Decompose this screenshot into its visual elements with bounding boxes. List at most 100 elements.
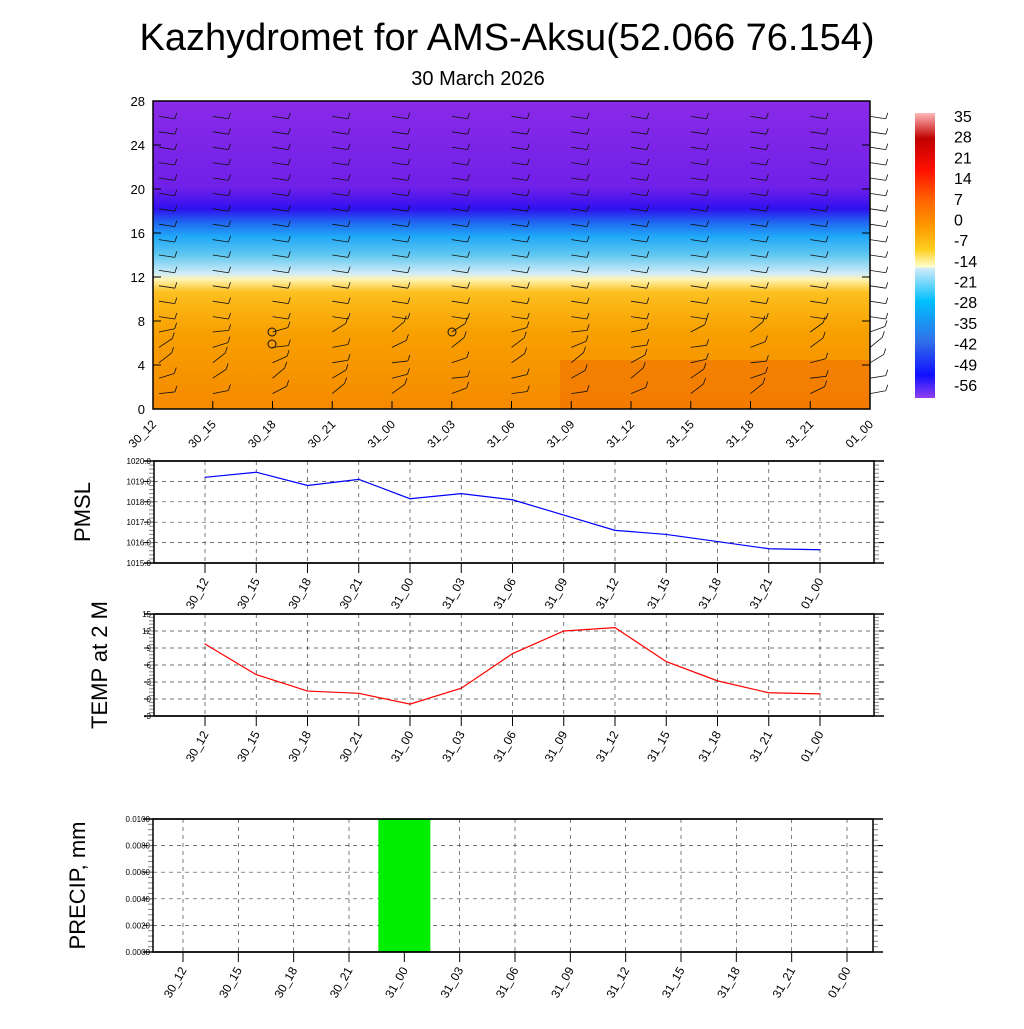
wind-barb [630, 162, 647, 166]
data-point [716, 680, 719, 682]
wind-barb [690, 146, 707, 150]
wind-barb [212, 316, 229, 320]
wind-barb-flag [347, 338, 351, 345]
wind-barb [158, 208, 175, 212]
y-tick-label: 0.0100 [126, 815, 151, 824]
x-tick-label: 31_06 [484, 417, 518, 451]
wind-barb-flag [407, 220, 411, 227]
x-tick-label: 31_21 [747, 728, 776, 764]
warm-surface-region [560, 360, 870, 409]
wind-barb-flag [885, 369, 889, 376]
wind-barb-flag [765, 297, 769, 304]
wind-barb [750, 254, 767, 258]
wind-barb-flag [586, 112, 590, 119]
wind-barb-flag [765, 174, 769, 181]
wind-barb [158, 338, 173, 348]
wind-barb-flag [646, 174, 650, 181]
wind-barb-flag [586, 266, 590, 273]
x-tick-label: 30_12 [183, 728, 212, 764]
wind-barb-flag [347, 143, 351, 150]
y-tick-label: 0.0040 [126, 895, 151, 904]
x-tick-label: 30_15 [234, 575, 263, 611]
wind-barb [158, 391, 175, 394]
wind-barb [391, 193, 408, 197]
x-tick-label: 01_00 [798, 575, 827, 611]
wind-barb-flag [586, 158, 590, 166]
wind-barb [212, 146, 229, 150]
x-tick-label: 31_15 [663, 417, 697, 451]
wind-barb [332, 239, 349, 243]
wind-barb [332, 300, 349, 304]
wind-barb-flag [228, 282, 231, 289]
wind-barb [511, 223, 528, 227]
wind-barb-flag [765, 335, 768, 342]
wind-barb-flag [884, 320, 888, 327]
wind-barb [810, 375, 827, 379]
wind-barb [571, 329, 588, 333]
data-point [665, 661, 667, 663]
wind-barb [511, 316, 528, 320]
wind-barb [332, 146, 349, 150]
wind-barb [158, 285, 175, 289]
wind-barb-flag [407, 143, 411, 150]
wind-barb [750, 321, 764, 333]
x-tick-label: 30_15 [216, 964, 245, 1000]
wind-barb [750, 360, 767, 364]
wind-barb-flag [765, 205, 769, 212]
x-tick-label: 31_12 [593, 728, 622, 764]
wind-barb [750, 270, 767, 274]
wind-barb [451, 162, 468, 166]
wind-barb [212, 270, 229, 274]
wind-barb [272, 239, 289, 243]
wind-barb-flag [706, 143, 709, 150]
wind-barb-flag [885, 235, 889, 243]
wind-barb [158, 131, 175, 135]
y-axis-title: TEMP at 2 M [87, 601, 112, 729]
wind-barb-flag [524, 347, 527, 354]
wind-barb [332, 316, 349, 320]
wind-barb [332, 223, 349, 227]
wind-barb-flag [228, 205, 231, 212]
wind-barb [158, 352, 172, 364]
wind-barb-flag [467, 370, 471, 377]
wind-barb-flag [765, 220, 769, 227]
data-point [563, 630, 565, 632]
wind-barb [391, 254, 408, 258]
wind-barb [750, 131, 767, 135]
wind-barb [511, 254, 528, 258]
wind-barb-flag [885, 174, 889, 181]
wind-barb [272, 327, 289, 333]
wind-barb [331, 383, 345, 394]
x-tick-label: 30_21 [337, 728, 366, 764]
wind-barb-flag [645, 381, 649, 388]
wind-barb-flag [526, 368, 530, 375]
calm-wind-circle [447, 327, 457, 337]
wind-barb-flag [706, 251, 709, 258]
wind-barb [451, 376, 468, 379]
wind-barb-flag [228, 112, 231, 119]
data-point [255, 674, 257, 676]
wind-barb-flag [347, 128, 351, 135]
data-point [563, 514, 565, 516]
x-tick-label: 30_18 [285, 728, 314, 764]
wind-barb-flag [467, 112, 470, 119]
wind-barb [690, 162, 707, 166]
wind-barb [212, 131, 229, 135]
x-tick-label: 31_15 [644, 575, 673, 611]
wind-barb [158, 239, 175, 243]
wind-barb-flag [287, 282, 291, 289]
wind-barb [511, 300, 528, 304]
x-tick-label: 31_18 [723, 417, 757, 451]
wind-barb [571, 285, 588, 289]
wind-barb [630, 223, 647, 227]
wind-barb [869, 316, 886, 320]
wind-barb [571, 254, 588, 258]
wind-barb [810, 285, 827, 289]
wind-barb [630, 131, 647, 135]
wind-barb-flag [467, 158, 470, 166]
wind-barb-flag [407, 189, 411, 196]
wind-barb-flag [171, 332, 175, 339]
wind-barb-flag [703, 362, 707, 370]
wind-barb-flag [526, 385, 530, 392]
wind-barb-flag [642, 361, 646, 369]
